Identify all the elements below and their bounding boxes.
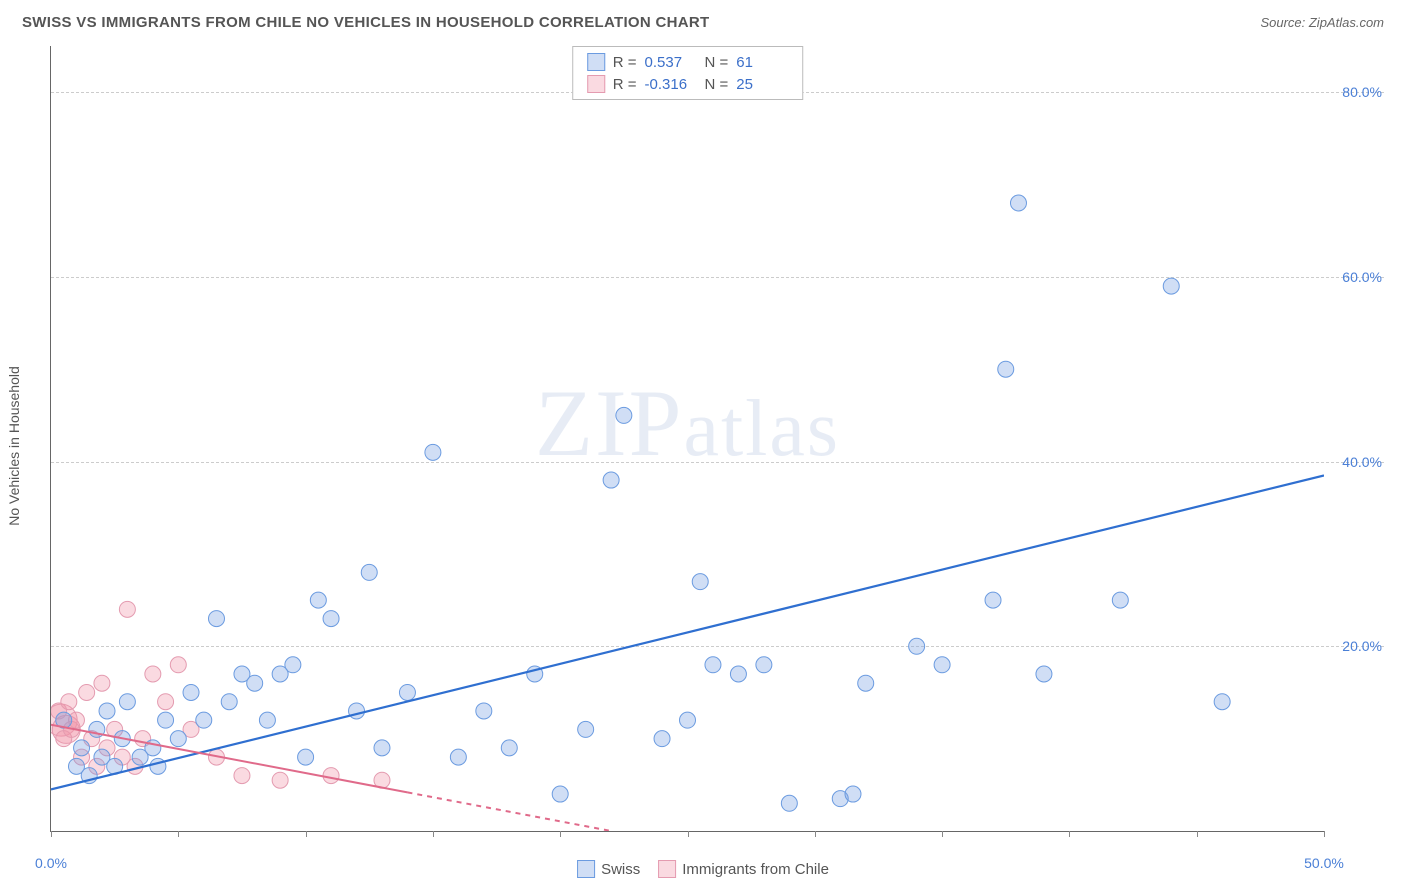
legend-row-blue: R = 0.537 N = 61 [587, 51, 789, 73]
legend-item-blue: Swiss [577, 860, 640, 878]
scatter-svg [51, 46, 1324, 831]
legend-row-pink: R = -0.316 N = 25 [587, 73, 789, 95]
x-tick-label: 0.0% [35, 855, 67, 871]
plot-wrap: R = 0.537 N = 61 R = -0.316 N = 25 ZIPat… [50, 46, 1384, 832]
n-value-blue: 61 [736, 54, 788, 71]
swatch-blue [577, 860, 595, 878]
legend-series: Swiss Immigrants from Chile [577, 860, 829, 878]
x-tick-label: 50.0% [1304, 855, 1344, 871]
legend-label-blue: Swiss [601, 861, 640, 878]
legend-item-pink: Immigrants from Chile [658, 860, 829, 878]
legend-correlation: R = 0.537 N = 61 R = -0.316 N = 25 [572, 46, 804, 100]
legend-label-pink: Immigrants from Chile [682, 861, 829, 878]
swatch-pink [658, 860, 676, 878]
swatch-blue [587, 53, 605, 71]
n-value-pink: 25 [736, 76, 788, 93]
swatch-pink [587, 75, 605, 93]
r-value-pink: -0.316 [645, 76, 697, 93]
r-label: R = [613, 54, 637, 71]
plot-area: R = 0.537 N = 61 R = -0.316 N = 25 ZIPat… [50, 46, 1324, 832]
n-label: N = [705, 76, 729, 93]
chart-title: SWISS VS IMMIGRANTS FROM CHILE NO VEHICL… [22, 14, 709, 31]
y-tick-label: 80.0% [1326, 84, 1382, 100]
source-label: Source: ZipAtlas.com [1260, 15, 1384, 30]
r-value-blue: 0.537 [645, 54, 697, 71]
y-axis-title: No Vehicles in Household [6, 366, 22, 526]
y-tick-label: 60.0% [1326, 269, 1382, 285]
r-label: R = [613, 76, 637, 93]
y-tick-label: 20.0% [1326, 638, 1382, 654]
y-tick-label: 40.0% [1326, 454, 1382, 470]
n-label: N = [705, 54, 729, 71]
